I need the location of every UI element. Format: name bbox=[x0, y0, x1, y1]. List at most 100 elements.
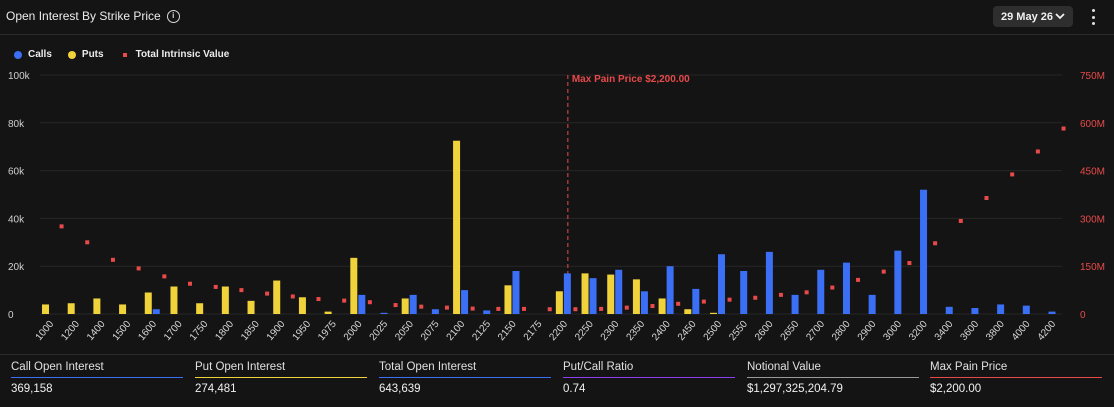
tiv-point bbox=[265, 291, 270, 296]
tiv-point bbox=[316, 297, 321, 302]
tiv-point bbox=[676, 301, 681, 306]
tiv-point bbox=[881, 269, 886, 274]
tiv-point bbox=[136, 266, 141, 271]
stat-card: Put/Call Ratio 0.74 bbox=[563, 355, 735, 407]
x-tick-label: 1700 bbox=[162, 319, 185, 343]
stat-accent-line bbox=[563, 377, 735, 378]
legend-puts-label: Puts bbox=[81, 49, 104, 60]
tiv-point bbox=[727, 297, 732, 302]
legend-item-tiv[interactable]: Total Intrinsic Value bbox=[120, 49, 230, 60]
x-tick-label: 2600 bbox=[753, 319, 776, 343]
tiv-point bbox=[188, 281, 193, 286]
stat-value: 274,481 bbox=[195, 383, 237, 395]
x-tick-label: 2075 bbox=[419, 319, 442, 343]
call-bar bbox=[589, 278, 597, 314]
y-left-tick-label: 60k bbox=[8, 167, 25, 178]
y-left-tick-label: 20k bbox=[8, 262, 25, 273]
y-right-tick-label: 150M bbox=[1080, 262, 1105, 273]
call-bar bbox=[409, 294, 417, 314]
tiv-point bbox=[393, 303, 398, 308]
stat-accent-line bbox=[930, 377, 1102, 378]
tiv-point bbox=[1010, 172, 1015, 177]
call-bar bbox=[740, 270, 748, 314]
x-tick-label: 3400 bbox=[933, 319, 956, 343]
call-bar bbox=[765, 251, 773, 314]
put-bar bbox=[119, 304, 127, 314]
legend-item-puts[interactable]: Puts bbox=[67, 49, 104, 60]
tiv-point bbox=[290, 294, 295, 299]
x-tick-label: 4200 bbox=[1036, 319, 1059, 343]
call-bar bbox=[1022, 305, 1030, 314]
x-tick-label: 2150 bbox=[496, 319, 519, 343]
x-tick-label: 2000 bbox=[342, 319, 365, 343]
expiry-date-select[interactable]: 29 May 26 bbox=[993, 6, 1073, 27]
calls-swatch bbox=[14, 50, 22, 59]
x-tick-label: 2650 bbox=[779, 319, 802, 343]
call-bar bbox=[152, 309, 160, 314]
call-bar bbox=[817, 269, 825, 314]
stat-value: $1,297,325,204.79 bbox=[747, 383, 843, 395]
tiv-point bbox=[804, 290, 809, 295]
put-bar bbox=[350, 257, 358, 314]
stat-accent-line bbox=[195, 377, 367, 378]
tiv-point bbox=[496, 306, 501, 311]
expiry-date-value: 29 May 26 bbox=[1001, 10, 1053, 23]
legend-tiv-label: Total Intrinsic Value bbox=[135, 49, 230, 60]
tiv-point bbox=[650, 304, 655, 309]
x-tick-label: 2025 bbox=[368, 319, 391, 343]
tiv-point bbox=[624, 305, 629, 310]
put-bar bbox=[144, 292, 152, 314]
y-right-tick-label: 450M bbox=[1080, 167, 1105, 178]
x-tick-label: 2900 bbox=[856, 319, 879, 343]
tiv-point bbox=[470, 306, 475, 311]
x-tick-label: 1800 bbox=[213, 319, 236, 343]
stat-label: Max Pain Price bbox=[930, 361, 1008, 373]
call-bar bbox=[920, 189, 928, 314]
x-tick-label: 2700 bbox=[804, 319, 827, 343]
call-bar bbox=[791, 294, 799, 314]
tiv-point bbox=[1035, 149, 1040, 154]
put-bar bbox=[170, 286, 178, 314]
tiv-point bbox=[958, 218, 963, 223]
call-bar bbox=[431, 309, 439, 314]
stat-card: Put Open Interest 274,481 bbox=[195, 355, 367, 407]
tiv-point bbox=[701, 299, 706, 304]
tiv-point bbox=[419, 304, 424, 309]
put-bar bbox=[453, 140, 461, 314]
tiv-swatch bbox=[122, 52, 127, 57]
tiv-point bbox=[830, 285, 835, 290]
tiv-point bbox=[367, 300, 372, 305]
more-options-icon[interactable] bbox=[1088, 9, 1098, 25]
tiv-point bbox=[778, 292, 783, 297]
stat-accent-line bbox=[747, 377, 919, 378]
stat-value: 643,639 bbox=[379, 383, 421, 395]
x-tick-label: 1975 bbox=[316, 319, 339, 343]
y-right-tick-label: 0 bbox=[1080, 310, 1086, 321]
call-bar bbox=[615, 269, 623, 314]
x-tick-label: 2550 bbox=[727, 319, 750, 343]
stats-bar: Call Open Interest 369,158 Put Open Intere… bbox=[0, 354, 1114, 407]
put-bar bbox=[504, 285, 512, 314]
stat-label: Notional Value bbox=[747, 361, 821, 373]
tiv-point bbox=[856, 277, 861, 282]
x-tick-label: 1200 bbox=[59, 319, 82, 343]
tiv-point bbox=[85, 240, 90, 245]
x-tick-label: 2200 bbox=[547, 319, 570, 343]
stat-label: Put Open Interest bbox=[195, 361, 286, 373]
x-tick-label: 3600 bbox=[958, 319, 981, 343]
put-bar bbox=[221, 286, 229, 314]
info-icon[interactable]: i bbox=[166, 9, 180, 23]
x-tick-label: 1600 bbox=[136, 319, 159, 343]
y-right-tick-label: 750M bbox=[1080, 71, 1105, 82]
chart-header: Open Interest By Strike Price i 29 May 2… bbox=[0, 0, 1114, 35]
put-bar bbox=[273, 280, 281, 314]
stat-value: $2,200.00 bbox=[930, 383, 982, 395]
call-bar bbox=[666, 266, 674, 314]
legend-item-calls[interactable]: Calls bbox=[14, 49, 52, 60]
x-tick-label: 2100 bbox=[445, 319, 468, 343]
x-tick-label: 2450 bbox=[676, 319, 699, 343]
stat-accent-line bbox=[379, 377, 551, 378]
put-bar bbox=[298, 297, 306, 314]
x-tick-label: 1750 bbox=[188, 319, 211, 343]
tiv-point bbox=[59, 224, 64, 229]
